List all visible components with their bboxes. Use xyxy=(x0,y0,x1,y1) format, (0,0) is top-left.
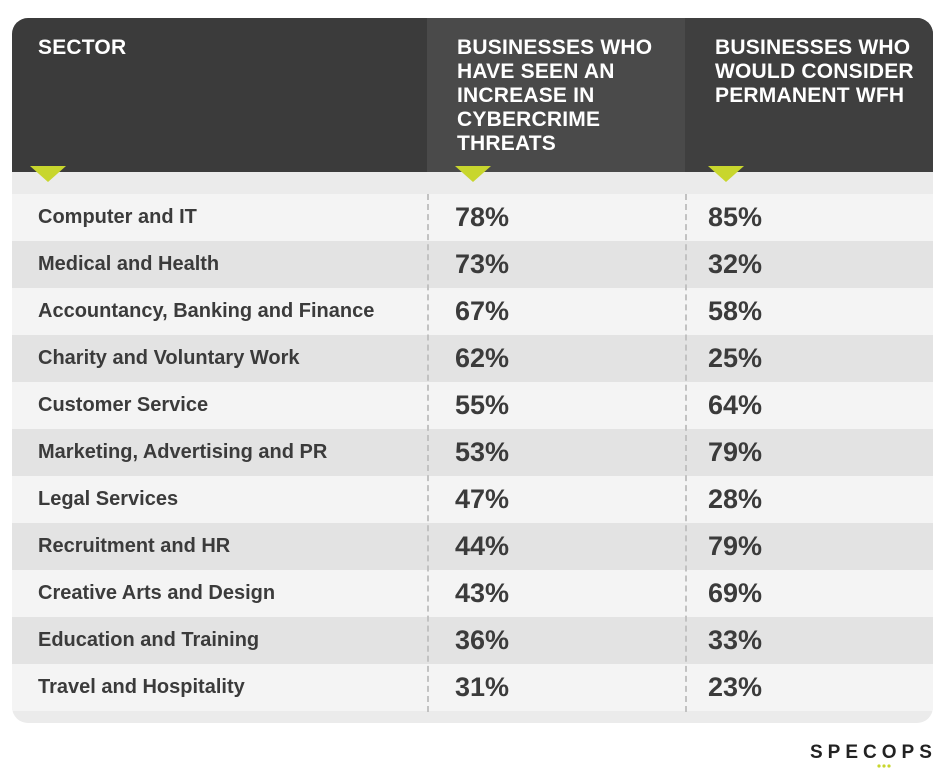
header-sector: Sector xyxy=(12,18,427,172)
wfh-value: 25% xyxy=(708,343,763,373)
sector-cell: Creative Arts and Design xyxy=(38,582,276,604)
table-row: Recruitment and HR 44% 79% xyxy=(12,523,933,570)
cybercrime-value: 31% xyxy=(455,672,510,702)
cybercrime-value: 73% xyxy=(455,249,510,279)
table-row: Legal Services 47% 28% xyxy=(12,476,933,523)
cybercrime-value: 55% xyxy=(455,390,510,420)
cybercrime-value: 47% xyxy=(455,484,510,514)
table-body: Computer and IT 78% 85% Medical and Health 7… xyxy=(12,194,933,711)
table-row: Charity and Voluntary Work 62% 25% xyxy=(12,335,933,382)
cybercrime-value: 36% xyxy=(455,625,510,655)
cybercrime-value: 53% xyxy=(455,437,510,467)
sector-cell: Legal Services xyxy=(38,488,179,510)
wfh-value: 69% xyxy=(708,578,763,608)
sector-cell: Medical and Health xyxy=(38,253,220,275)
wfh-value: 33% xyxy=(708,625,763,655)
table-row: Travel and Hospitality 31% 23% xyxy=(12,664,933,711)
cybercrime-value: 78% xyxy=(455,202,510,232)
cybercrime-value: 43% xyxy=(455,578,510,608)
sector-cell: Accountancy, Banking and Finance xyxy=(38,300,375,322)
wfh-value: 64% xyxy=(708,390,763,420)
header-wfh: Businesses who would consider permanent … xyxy=(685,18,933,172)
sector-cell: Marketing, Advertising and PR xyxy=(38,441,328,463)
sector-cell: Charity and Voluntary Work xyxy=(38,347,300,369)
table-row: Medical and Health 73% 32% xyxy=(12,241,933,288)
data-table-card: Sector Businesses who have seen an incre… xyxy=(12,18,933,723)
sector-pointer-triangle xyxy=(30,166,66,182)
wfh-value: 23% xyxy=(708,672,763,702)
table-row: Accountancy, Banking and Finance 67% 58% xyxy=(12,288,933,335)
column-divider-1 xyxy=(427,194,429,712)
table-row: Education and Training 36% 33% xyxy=(12,617,933,664)
specops-logo: SPECOPS xyxy=(810,742,937,763)
table-header: Sector Businesses who have seen an incre… xyxy=(12,18,933,172)
header-sector-label: Sector xyxy=(38,36,127,59)
sector-cell: Customer Service xyxy=(38,394,209,416)
sector-cell: Recruitment and HR xyxy=(38,535,231,557)
wfh-value: 58% xyxy=(708,296,763,326)
sector-cell: Computer and IT xyxy=(38,206,197,228)
cybercrime-value: 67% xyxy=(455,296,510,326)
table-row: Marketing, Advertising and PR 53% 79% xyxy=(12,429,933,476)
wfh-pointer-triangle xyxy=(708,166,744,182)
sector-cell: Travel and Hospitality xyxy=(38,676,245,698)
wfh-value: 79% xyxy=(708,437,763,467)
sector-cell: Education and Training xyxy=(38,629,260,651)
table-row: Computer and IT 78% 85% xyxy=(12,194,933,241)
wfh-value: 85% xyxy=(708,202,763,232)
header-wfh-label: Businesses who would consider permanent … xyxy=(715,36,914,107)
wfh-value: 79% xyxy=(708,531,763,561)
table-row: Creative Arts and Design 43% 69% xyxy=(12,570,933,617)
cybercrime-pointer-triangle xyxy=(455,166,491,182)
wfh-value: 32% xyxy=(708,249,763,279)
cybercrime-value: 44% xyxy=(455,531,510,561)
header-cybercrime: Businesses who have seen an increase in … xyxy=(427,18,685,172)
cybercrime-value: 62% xyxy=(455,343,510,373)
logo-dots-icon xyxy=(877,764,891,768)
table-row: Customer Service 55% 64% xyxy=(12,382,933,429)
column-divider-2 xyxy=(685,194,687,712)
wfh-value: 28% xyxy=(708,484,763,514)
header-cybercrime-label: Businesses who have seen an increase in … xyxy=(457,36,653,155)
